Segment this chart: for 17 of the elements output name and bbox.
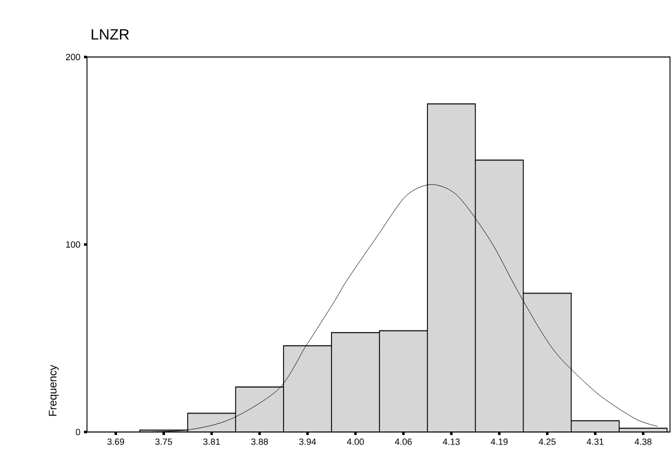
x-tick-label: 3.94 — [299, 438, 316, 445]
x-tick-label: 4.19 — [490, 438, 508, 445]
x-tick-label: 3.81 — [203, 438, 220, 445]
x-tick-label: 4.13 — [442, 438, 460, 445]
x-tick-label: 4.31 — [586, 438, 604, 445]
x-tick-label: 4.00 — [346, 438, 364, 445]
x-tick-label: 3.88 — [251, 438, 268, 445]
x-tick-label: 3.69 — [107, 438, 124, 445]
y-tick-label: 100 — [66, 241, 80, 248]
x-tick-label: 4.38 — [634, 438, 652, 445]
y-axis-title: Frequency — [48, 364, 59, 416]
x-tick-label: 3.75 — [155, 438, 172, 445]
x-tick-label: 4.25 — [538, 438, 556, 445]
y-tick-label: 200 — [66, 54, 80, 60]
chart-title: LNZR — [92, 29, 129, 40]
x-tick-label: 4.06 — [394, 438, 412, 445]
y-tick-label: 0 — [76, 428, 80, 436]
